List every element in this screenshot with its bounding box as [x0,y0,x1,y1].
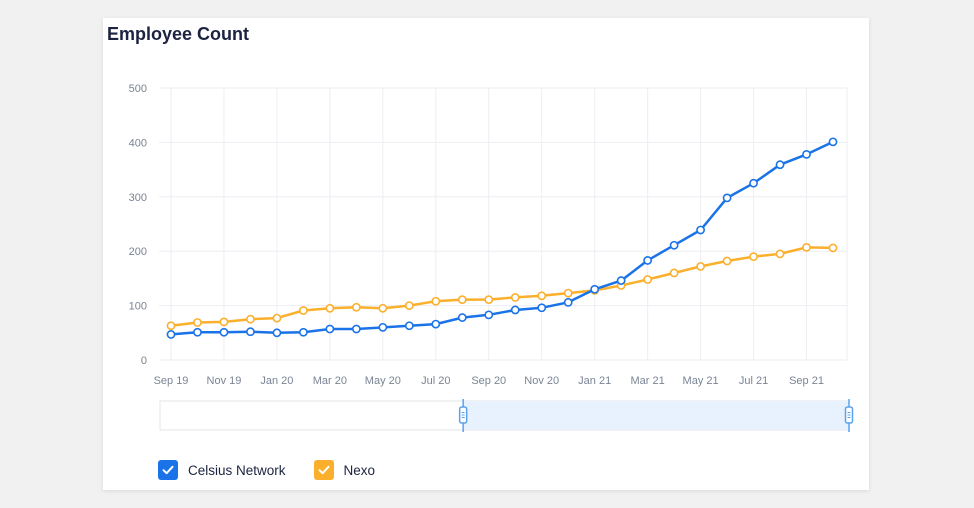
data-point [669,268,679,278]
data-point [193,318,202,327]
x-tick-label: Jul 20 [421,375,450,387]
x-tick-label: Mar 21 [631,375,665,387]
legend-item-celsius-network[interactable]: Celsius Network [158,460,286,480]
data-point [616,276,626,285]
data-point [643,256,653,265]
data-point [696,262,705,271]
y-tick-label: 300 [129,192,147,204]
data-point [484,295,494,305]
data-point [404,301,414,310]
legend-item-nexo[interactable]: Nexo [313,460,376,480]
data-point [802,149,811,159]
data-point [510,293,520,302]
data-point [378,322,388,332]
data-point [537,291,547,301]
series-line-nexo [169,246,835,327]
data-point [351,302,361,312]
line-chart: 0 100 200 300 400 500 Sep 19 Nov 19 Jan 20 Mar 20… [129,83,854,432]
data-point [166,330,176,339]
y-tick-label: 200 [129,246,147,258]
data-point [643,275,653,284]
data-point [431,319,441,329]
data-point [828,243,838,253]
data-point [775,249,785,259]
y-tick-label: 400 [129,137,147,149]
data-point [166,321,176,331]
x-tick-label: May 21 [683,375,719,387]
legend: Celsius Network Nexo [158,460,403,480]
data-point [298,327,308,337]
x-tick-label: Sep 20 [471,375,506,387]
checkbox-checked-icon[interactable] [313,460,334,480]
checkbox-checked-icon[interactable] [158,460,178,480]
data-point [351,324,361,334]
data-point [298,306,308,315]
data-point [537,303,547,313]
data-point [484,310,494,320]
data-point [325,303,335,313]
data-point [722,256,732,266]
x-tick-label: Sep 19 [154,375,189,387]
data-point [378,303,388,313]
data-point [828,137,838,147]
x-tick-label: Nov 20 [524,375,559,387]
data-point [669,240,679,250]
legend-label: Nexo [343,462,376,478]
data-point [696,225,705,235]
data-point [802,242,811,252]
data-point [325,324,335,334]
data-point [749,252,758,262]
data-point [563,288,573,298]
x-tick-label: Jan 21 [578,375,611,387]
data-point [272,313,282,323]
data-point [457,313,467,322]
data-point [457,295,467,305]
data-point [590,284,600,294]
data-point [404,321,414,331]
chart-card: Employee Count 0 100 200 300 400 500 Sep 19 Nov… [103,18,869,490]
data-point [563,297,573,307]
x-tick-label: Jan 20 [260,375,293,387]
data-point [431,296,441,306]
legend-label: Celsius Network [188,462,286,478]
data-point [749,178,758,188]
data-point [510,305,520,315]
data-point [246,327,255,337]
data-point [246,314,255,324]
data-point [219,317,229,327]
data-point [775,160,785,170]
data-point [219,327,229,337]
y-tick-label: 100 [129,301,147,313]
x-tick-label: Mar 20 [313,375,347,387]
data-point [272,328,282,338]
y-tick-label: 0 [141,355,147,367]
x-tick-label: Jul 21 [739,375,768,387]
data-point [722,193,732,203]
y-tick-label: 500 [129,83,147,95]
x-tick-label: Nov 19 [207,375,242,387]
x-tick-label: May 20 [365,375,401,387]
data-point [193,327,202,337]
chart-title: Employee Count [107,24,250,44]
range-selector-selection[interactable] [463,401,849,430]
x-tick-label: Sep 21 [789,375,824,387]
